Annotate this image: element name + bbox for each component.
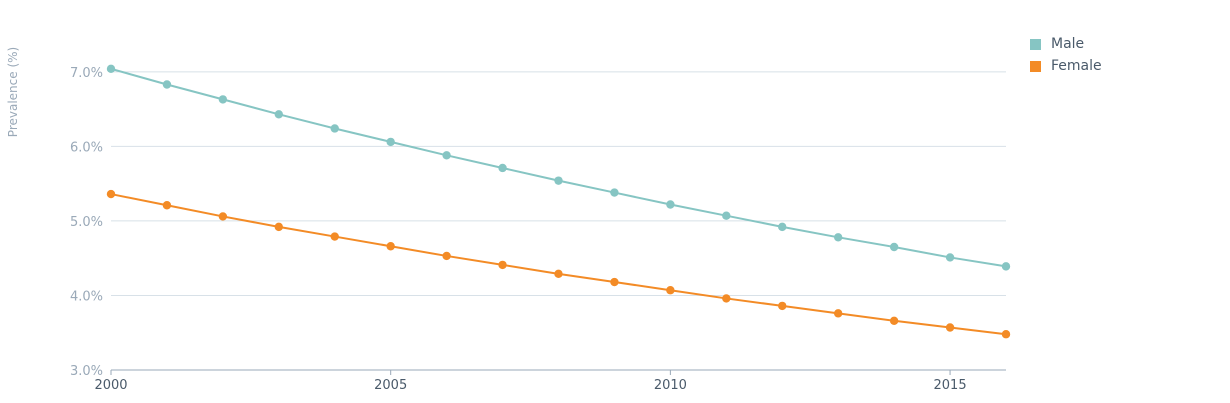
data-point-female[interactable] [1001,330,1011,339]
data-point-male[interactable] [330,124,339,133]
y-tick-label: 3.0% [70,364,103,379]
legend: Male Female [1030,33,1102,77]
legend-item-male[interactable]: Male [1030,33,1102,55]
data-point-female[interactable] [554,269,563,279]
data-point-female[interactable] [218,212,228,221]
data-point-male[interactable] [722,211,731,220]
data-point-male[interactable] [889,242,899,252]
x-tick-label: 2015 [934,378,967,393]
data-point-male[interactable] [106,64,116,74]
legend-swatch-male [1030,38,1041,50]
y-axis-title: Prevalence (%) [6,47,20,137]
data-point-male[interactable] [442,151,451,160]
data-point-female[interactable] [889,316,899,325]
data-point-female[interactable] [778,301,787,311]
data-point-male[interactable] [833,233,843,242]
series-group [106,64,1011,339]
data-point-female[interactable] [498,260,507,270]
data-point-male[interactable] [610,188,619,197]
data-point-female[interactable] [666,286,675,295]
axes: 3.0% 4.0% 5.0% 6.0% 7.0% 2000 2005 2010 2015 [70,66,1006,393]
data-point-female[interactable] [945,323,955,332]
data-point-female[interactable] [442,251,451,261]
legend-label-male: Male [1051,36,1085,52]
data-point-male[interactable] [666,200,675,209]
data-point-female[interactable] [330,232,339,241]
data-point-female[interactable] [722,294,731,303]
data-point-male[interactable] [945,253,955,262]
data-point-male[interactable] [274,110,284,119]
x-tick-label: 2000 [94,378,127,393]
grid-lines [111,71,1006,296]
data-point-female[interactable] [274,222,284,232]
data-point-male[interactable] [554,176,563,185]
legend-item-female[interactable]: Female [1030,55,1102,77]
data-point-female[interactable] [106,189,116,199]
data-point-male[interactable] [778,222,787,232]
x-tick-label: 2010 [654,378,687,393]
data-point-female[interactable] [162,201,172,210]
data-point-male[interactable] [162,80,172,89]
legend-swatch-female [1030,60,1041,72]
data-point-male[interactable] [386,137,395,147]
data-point-female[interactable] [386,242,395,251]
series-line-male [110,67,1007,268]
data-point-male[interactable] [218,95,228,104]
data-point-female[interactable] [610,277,619,287]
y-tick-label: 4.0% [70,289,103,304]
series-line-female [110,193,1007,336]
data-point-male[interactable] [498,163,507,173]
data-point-female[interactable] [833,309,843,318]
y-tick-label: 7.0% [70,66,103,81]
x-tick-label: 2005 [374,378,407,393]
y-tick-label: 5.0% [70,215,103,230]
legend-label-female: Female [1051,58,1102,74]
data-point-male[interactable] [1001,262,1011,271]
y-tick-label: 6.0% [70,140,103,155]
